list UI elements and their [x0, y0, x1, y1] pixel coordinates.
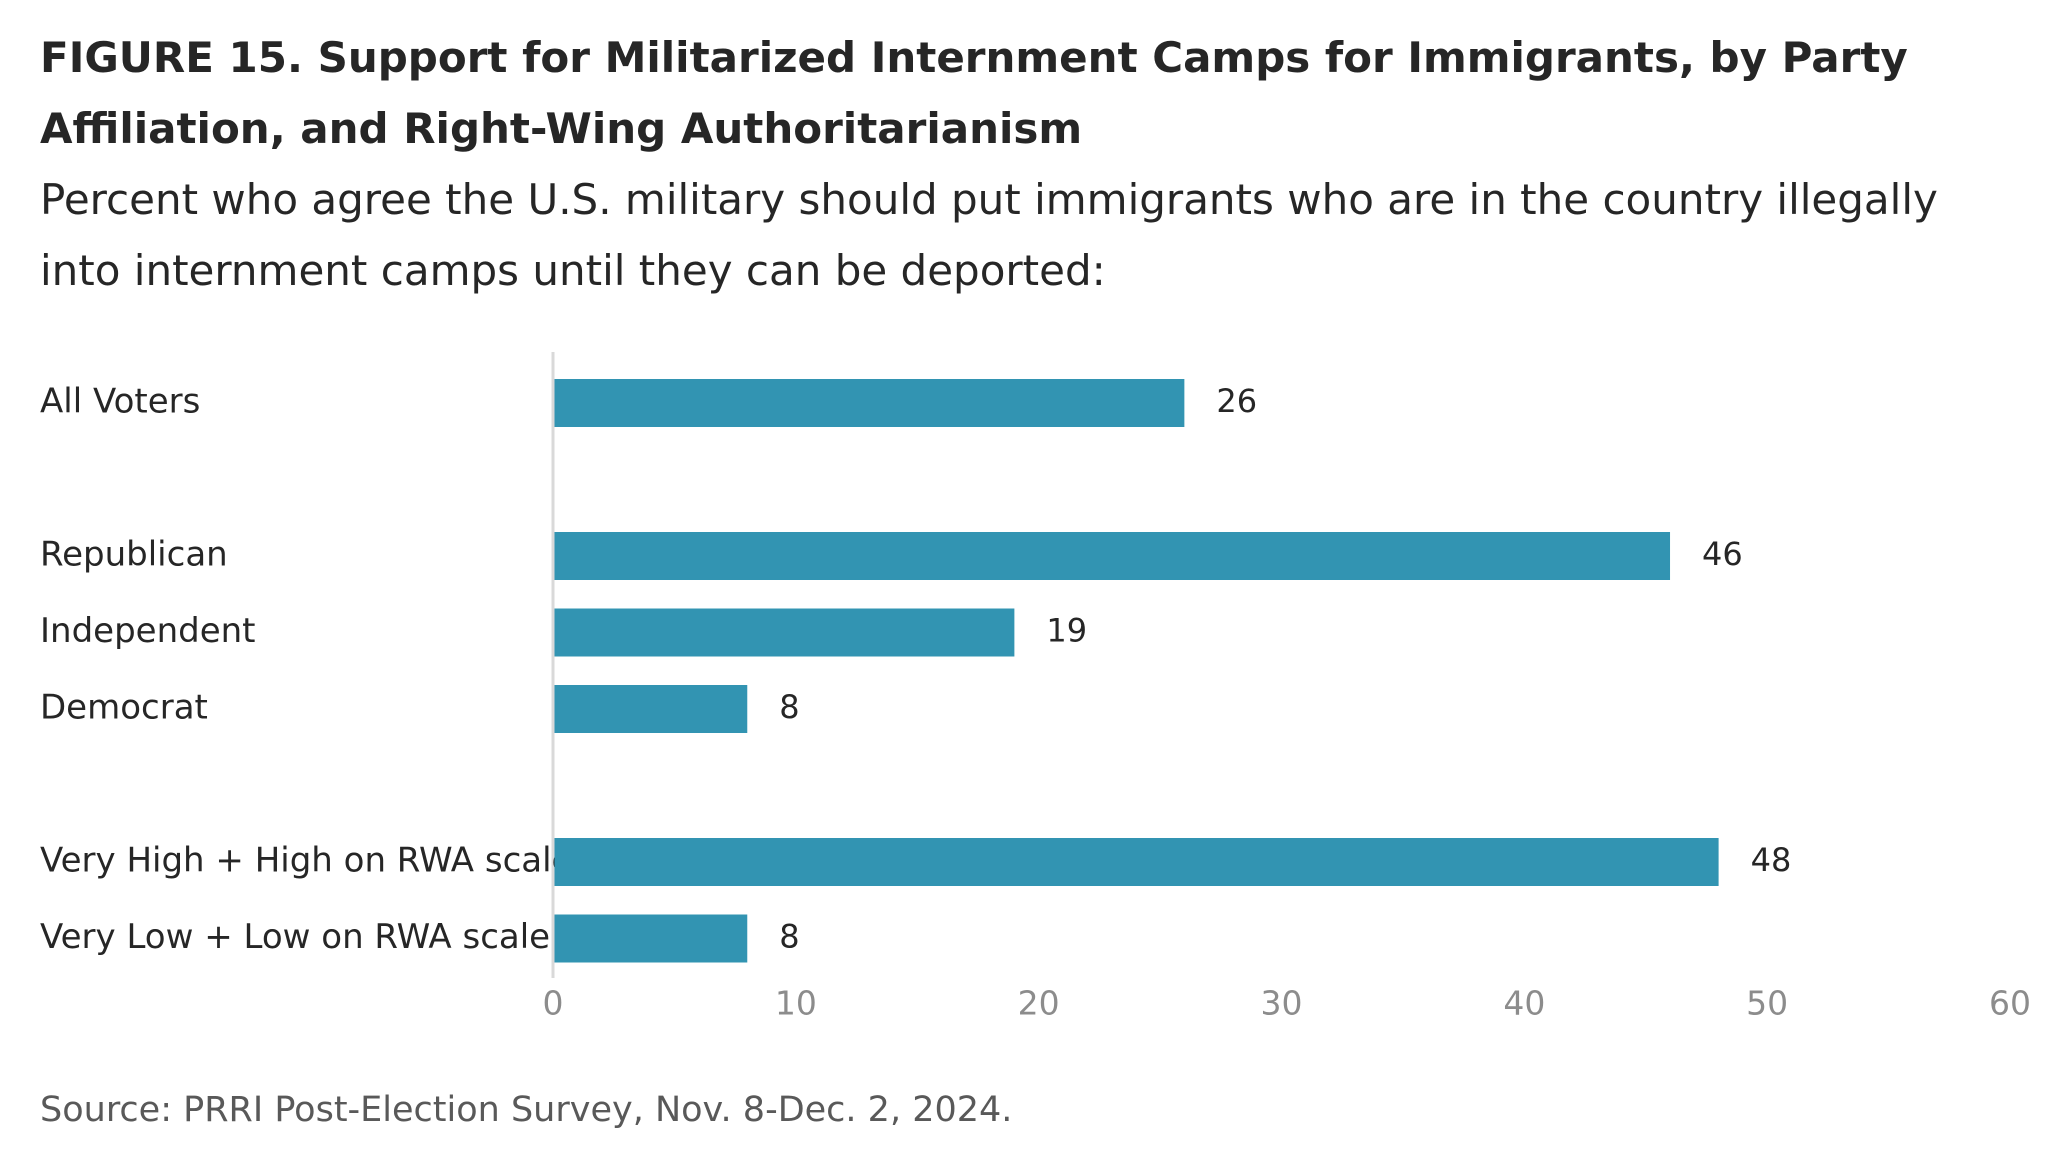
data-label: 8	[779, 918, 799, 956]
category-label: Republican	[40, 535, 228, 575]
chart-subtitle: Percent who agree the U.S. military shou…	[40, 175, 1938, 295]
bars-layer: All Voters 26 Republican 46 Independent 19 Dem…	[40, 352, 2031, 1023]
data-label: 19	[1046, 612, 1087, 650]
x-tick-label: 10	[775, 984, 817, 1023]
bar	[554, 838, 1719, 886]
data-label: 8	[779, 688, 799, 726]
chart-title: FIGURE 15. Support for Militarized Inter…	[40, 33, 1908, 153]
bar	[554, 914, 748, 963]
bar	[554, 685, 748, 733]
data-label: 26	[1216, 382, 1257, 420]
x-tick-label: 20	[1018, 984, 1060, 1023]
category-label: Very High + High on RWA scale	[40, 841, 572, 881]
x-tick-label: 30	[1261, 984, 1303, 1023]
category-label: Democrat	[40, 688, 208, 728]
data-label: 48	[1751, 841, 1792, 879]
x-tick-label: 40	[1503, 984, 1545, 1023]
x-tick-label: 50	[1746, 984, 1788, 1023]
bar-chart: All Voters 26 Republican 46 Independent 19 Dem…	[40, 352, 2031, 1023]
x-tick-label: 0	[543, 984, 564, 1023]
source-note: Source: PRRI Post-Election Survey, Nov. …	[40, 1090, 1013, 1130]
category-label: All Voters	[40, 382, 200, 422]
bar	[554, 608, 1015, 657]
category-label: Very Low + Low on RWA scale	[40, 917, 550, 957]
data-label: 46	[1702, 535, 1743, 573]
x-tick-label: 60	[1989, 984, 2031, 1023]
bar	[554, 532, 1671, 580]
bar	[554, 379, 1185, 427]
category-label: Independent	[40, 611, 256, 651]
